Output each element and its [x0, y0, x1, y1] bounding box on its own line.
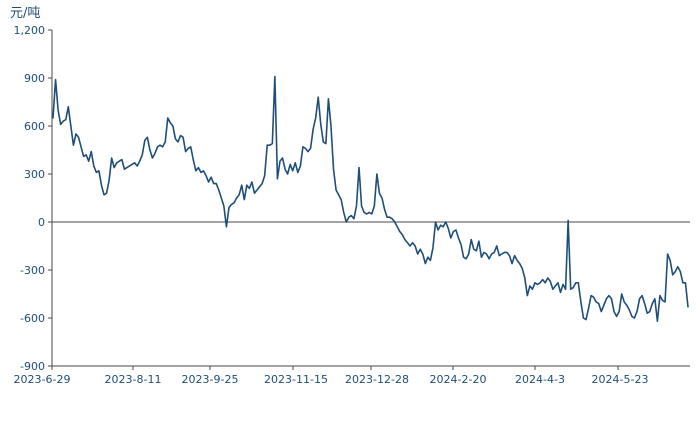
- y-tick-label: -900: [20, 360, 45, 373]
- x-tick-label: 2024-5-23: [592, 373, 649, 386]
- x-tick-label: 2023-9-25: [182, 373, 239, 386]
- y-axis-ticks: 1,200 900 600 300 0 -300 -600 -900: [14, 24, 52, 373]
- x-tick-label: 2024-2-20: [430, 373, 487, 386]
- y-tick-label: -300: [20, 264, 45, 277]
- y-tick-label: 900: [24, 72, 45, 85]
- x-tick-label: 2023-6-29: [14, 373, 71, 386]
- x-tick-label: 2024-4-3: [515, 373, 565, 386]
- y-axis-unit-label: 元/吨: [10, 6, 40, 21]
- y-tick-label: -600: [20, 312, 45, 325]
- y-tick-label: 1,200: [14, 24, 46, 37]
- series-line-0: [52, 75, 689, 323]
- y-tick-label: 0: [38, 216, 45, 229]
- y-tick-label: 300: [24, 168, 45, 181]
- y-tick-label: 600: [24, 120, 45, 133]
- x-tick-label: 2023-8-11: [105, 373, 162, 386]
- x-axis-ticks: 2023-6-29 2023-8-11 2023-9-25 2023-11-15 202…: [14, 366, 649, 386]
- x-tick-label: 2023-12-28: [345, 373, 409, 386]
- series-layer: [52, 75, 689, 323]
- x-tick-label: 2023-11-15: [264, 373, 328, 386]
